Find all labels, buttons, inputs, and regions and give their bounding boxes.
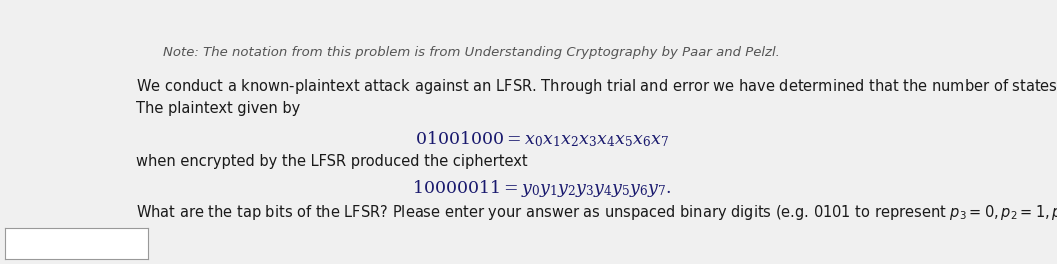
Text: when encrypted by the LFSR produced the ciphertext: when encrypted by the LFSR produced the … — [136, 154, 527, 169]
Text: What are the tap bits of the LFSR? Please enter your answer as unspaced binary d: What are the tap bits of the LFSR? Pleas… — [136, 204, 1057, 223]
Text: $10000011 = y_0y_1y_2y_3y_4y_5y_6y_7.$: $10000011 = y_0y_1y_2y_3y_4y_5y_6y_7.$ — [412, 178, 671, 199]
Text: We conduct a known-plaintext attack against an LFSR. Through trial and error we : We conduct a known-plaintext attack agai… — [136, 77, 1057, 96]
Text: Note: The notation from this problem is from Understanding Cryptography by Paar : Note: The notation from this problem is … — [163, 46, 780, 59]
Text: The plaintext given by: The plaintext given by — [136, 101, 300, 116]
Text: $01001000 = x_0x_1x_2x_3x_4x_5x_6x_7$: $01001000 = x_0x_1x_2x_3x_4x_5x_6x_7$ — [414, 129, 669, 149]
